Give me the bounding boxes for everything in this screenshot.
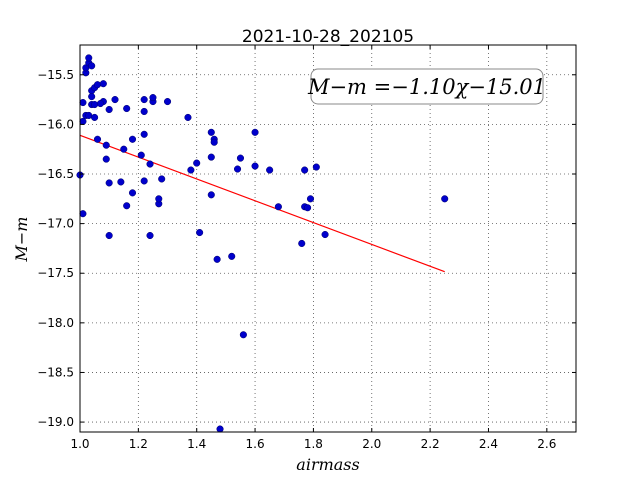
data-point (149, 94, 157, 102)
data-point (193, 159, 201, 167)
y-tick-label: −17.5 (37, 266, 74, 280)
x-tick-label: 1.8 (304, 437, 323, 451)
data-point (93, 135, 102, 143)
data-point (266, 166, 274, 174)
data-point (298, 239, 306, 248)
data-points (76, 54, 449, 433)
x-axis-label: airmass (296, 455, 359, 474)
data-point (96, 99, 104, 108)
data-point (137, 151, 145, 159)
data-point (140, 177, 148, 185)
data-point (234, 165, 242, 173)
data-point (128, 135, 137, 143)
x-tick-label: 2.0 (362, 437, 381, 451)
data-point (140, 107, 148, 116)
data-point (111, 96, 119, 104)
data-point (105, 179, 113, 187)
data-point (91, 100, 99, 109)
x-tick-label: 2.2 (421, 437, 440, 451)
data-point (128, 189, 137, 197)
data-point (306, 195, 315, 203)
data-point (251, 162, 259, 170)
axis-ticks: 1.0 1.2 1.4 1.6 1.8 2.0 2.2 2.4 2.6 −15.5 −16.0 −16… (37, 45, 576, 451)
data-point (158, 175, 166, 183)
data-point (239, 331, 247, 339)
x-tick-label: 1.4 (187, 437, 206, 451)
plot-frame (79, 44, 577, 433)
data-point (79, 210, 87, 218)
data-point (236, 154, 245, 162)
data-point (213, 255, 221, 263)
y-tick-label: −17.0 (37, 217, 74, 231)
data-point (312, 163, 320, 171)
equation-annotation: M−m =−1.10χ−15.01 (307, 68, 546, 105)
data-point (207, 128, 215, 136)
data-point (228, 252, 236, 260)
data-point (120, 145, 128, 153)
y-tick-label: −16.0 (37, 117, 74, 131)
data-point (79, 117, 87, 125)
x-tick-label: 2.4 (479, 437, 498, 451)
annotation-text: M−m =−1.10χ−15.01 (307, 75, 546, 99)
data-point (88, 93, 96, 101)
y-tick-label: −15.5 (37, 68, 74, 82)
data-point (301, 166, 309, 174)
data-point (146, 160, 154, 168)
data-point (207, 191, 215, 199)
data-point (441, 195, 449, 203)
data-point (140, 130, 148, 138)
data-point (251, 128, 259, 136)
x-tick-label: 2.6 (537, 437, 556, 451)
data-point (93, 81, 102, 89)
x-tick-label: 1.0 (70, 437, 89, 451)
data-point (210, 138, 218, 146)
data-point (304, 204, 312, 212)
data-point (207, 153, 215, 161)
y-tick-label: −16.5 (37, 167, 74, 181)
data-point (88, 62, 96, 70)
x-tick-label: 1.6 (246, 437, 265, 451)
data-point (105, 105, 113, 114)
data-point (105, 231, 113, 240)
data-point (146, 231, 154, 240)
data-point (99, 80, 107, 88)
data-point (187, 166, 195, 174)
y-tick-label: −18.5 (37, 365, 74, 379)
annotation-box (310, 68, 544, 105)
data-point (123, 104, 131, 113)
y-tick-label: −19.0 (37, 415, 74, 429)
data-point (91, 113, 99, 121)
data-point (140, 96, 148, 104)
data-point (123, 202, 131, 210)
data-point (79, 99, 87, 107)
data-point (274, 203, 282, 211)
data-point (216, 425, 224, 433)
chart-title: 2021-10-28_202105 (242, 27, 414, 47)
data-point (117, 178, 125, 186)
data-point (196, 228, 204, 237)
x-tick-label: 1.2 (129, 437, 148, 451)
y-axis-label: M−m (12, 217, 31, 263)
data-point (85, 54, 93, 62)
data-point (155, 195, 163, 203)
data-point (163, 98, 172, 106)
data-point (102, 155, 110, 163)
plot-background (80, 45, 576, 432)
data-point (102, 141, 110, 149)
data-point (184, 113, 192, 121)
y-tick-label: −18.0 (37, 316, 74, 330)
data-point (321, 230, 329, 239)
